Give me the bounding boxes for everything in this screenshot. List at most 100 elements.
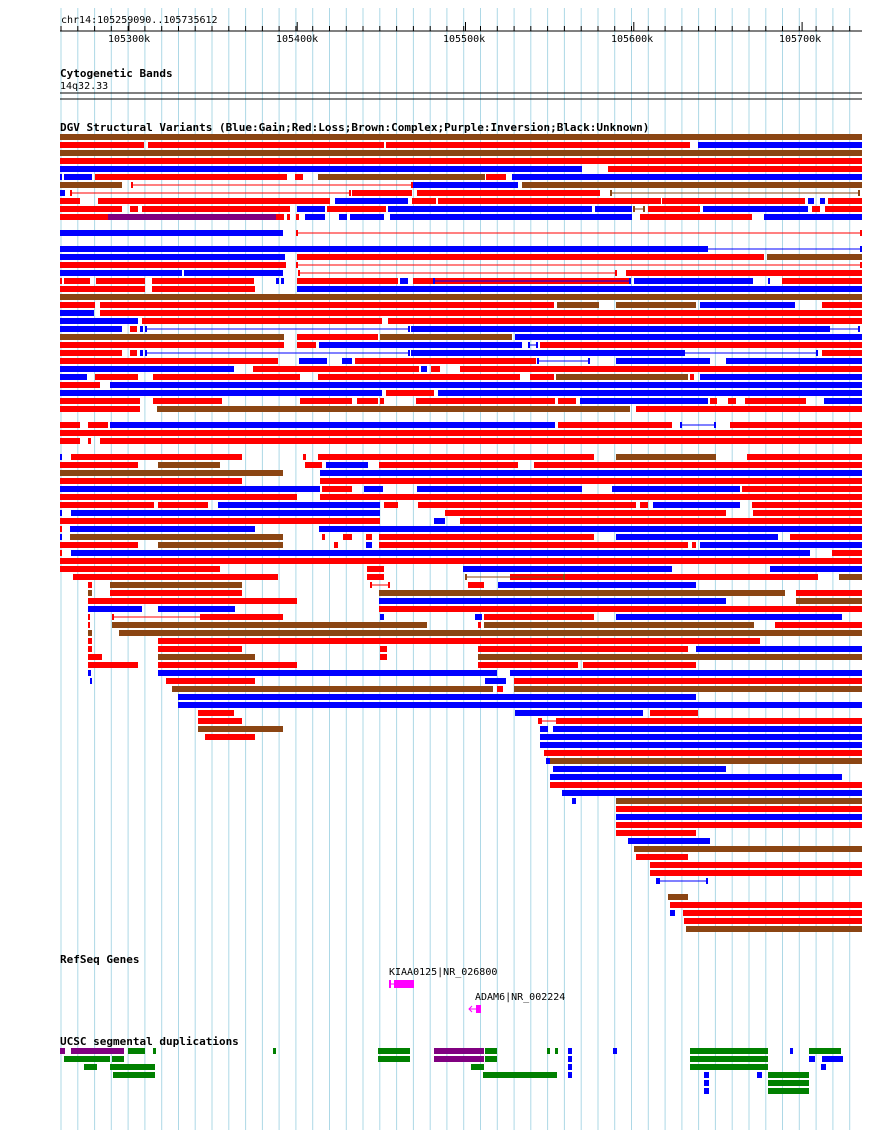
sv-feature	[326, 462, 368, 468]
sv-feature-end	[706, 246, 708, 252]
sv-feature-end	[629, 278, 631, 284]
sv-feature	[421, 366, 427, 372]
sv-feature-end	[858, 190, 860, 196]
sv-feature	[339, 214, 347, 220]
sv-feature	[158, 670, 497, 676]
sv-feature	[88, 606, 142, 612]
sv-feature	[668, 894, 688, 900]
sv-feature	[60, 374, 87, 380]
sv-feature	[388, 206, 592, 212]
sv-feature	[825, 206, 862, 212]
sv-feature	[510, 574, 818, 580]
gene-label-kiaa0125[interactable]: KIAA0125|NR_026800	[389, 967, 498, 978]
sv-feature	[320, 478, 862, 484]
sv-feature	[130, 326, 137, 332]
sv-feature	[153, 398, 222, 404]
sv-feature	[130, 350, 137, 356]
sv-feature	[60, 518, 380, 524]
sv-feature	[110, 590, 242, 596]
segdup-feature	[809, 1056, 815, 1062]
gene-label-adam6[interactable]: ADAM6|NR_002224	[475, 992, 566, 1003]
sv-feature-end	[540, 718, 542, 724]
sv-feature	[534, 462, 862, 468]
sv-feature	[60, 486, 320, 492]
sv-feature	[753, 510, 862, 516]
sv-feature	[411, 326, 828, 332]
sv-feature	[357, 398, 378, 404]
sv-feature	[205, 734, 255, 740]
sv-feature-end	[411, 182, 413, 188]
sv-feature	[60, 294, 862, 300]
sv-feature-end	[860, 230, 862, 236]
sv-feature-end	[145, 350, 147, 356]
sv-feature	[319, 526, 862, 532]
sv-feature	[745, 398, 806, 404]
sv-feature	[287, 214, 290, 220]
ruler-tick-label: 105400k	[276, 34, 319, 45]
sv-feature-end	[615, 270, 617, 276]
sv-feature	[684, 918, 862, 924]
sv-feature	[335, 198, 408, 204]
sv-feature-end	[408, 326, 410, 332]
sv-feature	[319, 342, 522, 348]
sv-feature-end	[860, 262, 862, 268]
sv-feature-end	[714, 422, 716, 428]
sv-feature	[380, 614, 384, 620]
sv-feature	[142, 206, 290, 212]
sv-feature	[828, 198, 862, 204]
sv-feature	[530, 374, 554, 380]
sv-feature	[730, 422, 862, 428]
sv-feature	[416, 398, 555, 404]
sv-feature-end	[610, 190, 612, 196]
sv-feature-end	[349, 190, 351, 196]
cytoband-track-title: Cytogenetic Bands	[60, 67, 173, 80]
sv-feature	[60, 358, 278, 364]
sv-feature	[355, 358, 536, 364]
sv-feature	[580, 398, 708, 404]
sv-feature	[379, 542, 688, 548]
sv-feature	[703, 206, 808, 212]
sv-feature	[158, 462, 220, 468]
sv-feature	[297, 254, 764, 260]
sv-feature	[318, 454, 594, 460]
sv-feature	[764, 214, 862, 220]
sv-feature	[95, 174, 287, 180]
sv-feature	[686, 926, 862, 932]
sv-feature	[839, 574, 862, 580]
sv-feature	[775, 622, 862, 628]
sv-feature	[497, 686, 503, 692]
sv-feature	[172, 686, 493, 692]
sv-feature	[544, 750, 862, 756]
segdup-feature	[378, 1056, 410, 1062]
sv-feature	[334, 542, 338, 548]
sv-feature	[158, 502, 208, 508]
ruler-tick-label: 105300k	[108, 34, 151, 45]
segdup-feature	[790, 1048, 793, 1054]
sv-feature	[808, 198, 814, 204]
sv-feature	[662, 198, 805, 204]
sv-feature	[485, 678, 506, 684]
sv-feature	[158, 542, 283, 548]
sv-feature	[88, 438, 91, 444]
sv-feature	[60, 158, 862, 164]
sv-feature	[648, 206, 700, 212]
sv-feature	[562, 790, 862, 796]
sv-feature	[498, 582, 696, 588]
sv-feature	[60, 534, 62, 540]
sv-feature	[367, 574, 384, 580]
sv-feature-end	[376, 334, 378, 340]
sv-feature	[90, 678, 92, 684]
sv-feature	[299, 358, 327, 364]
sv-feature	[514, 678, 862, 684]
sv-feature	[88, 670, 91, 676]
sv-feature	[636, 406, 862, 412]
sv-feature	[550, 758, 862, 764]
sv-feature	[445, 510, 726, 516]
sv-feature-end	[433, 278, 435, 284]
sv-feature	[297, 286, 862, 292]
sv-feature	[88, 622, 90, 628]
sv-feature	[96, 278, 145, 284]
refseq-track-title: RefSeq Genes	[60, 953, 140, 966]
sv-feature	[110, 582, 242, 588]
sv-feature	[130, 206, 138, 212]
